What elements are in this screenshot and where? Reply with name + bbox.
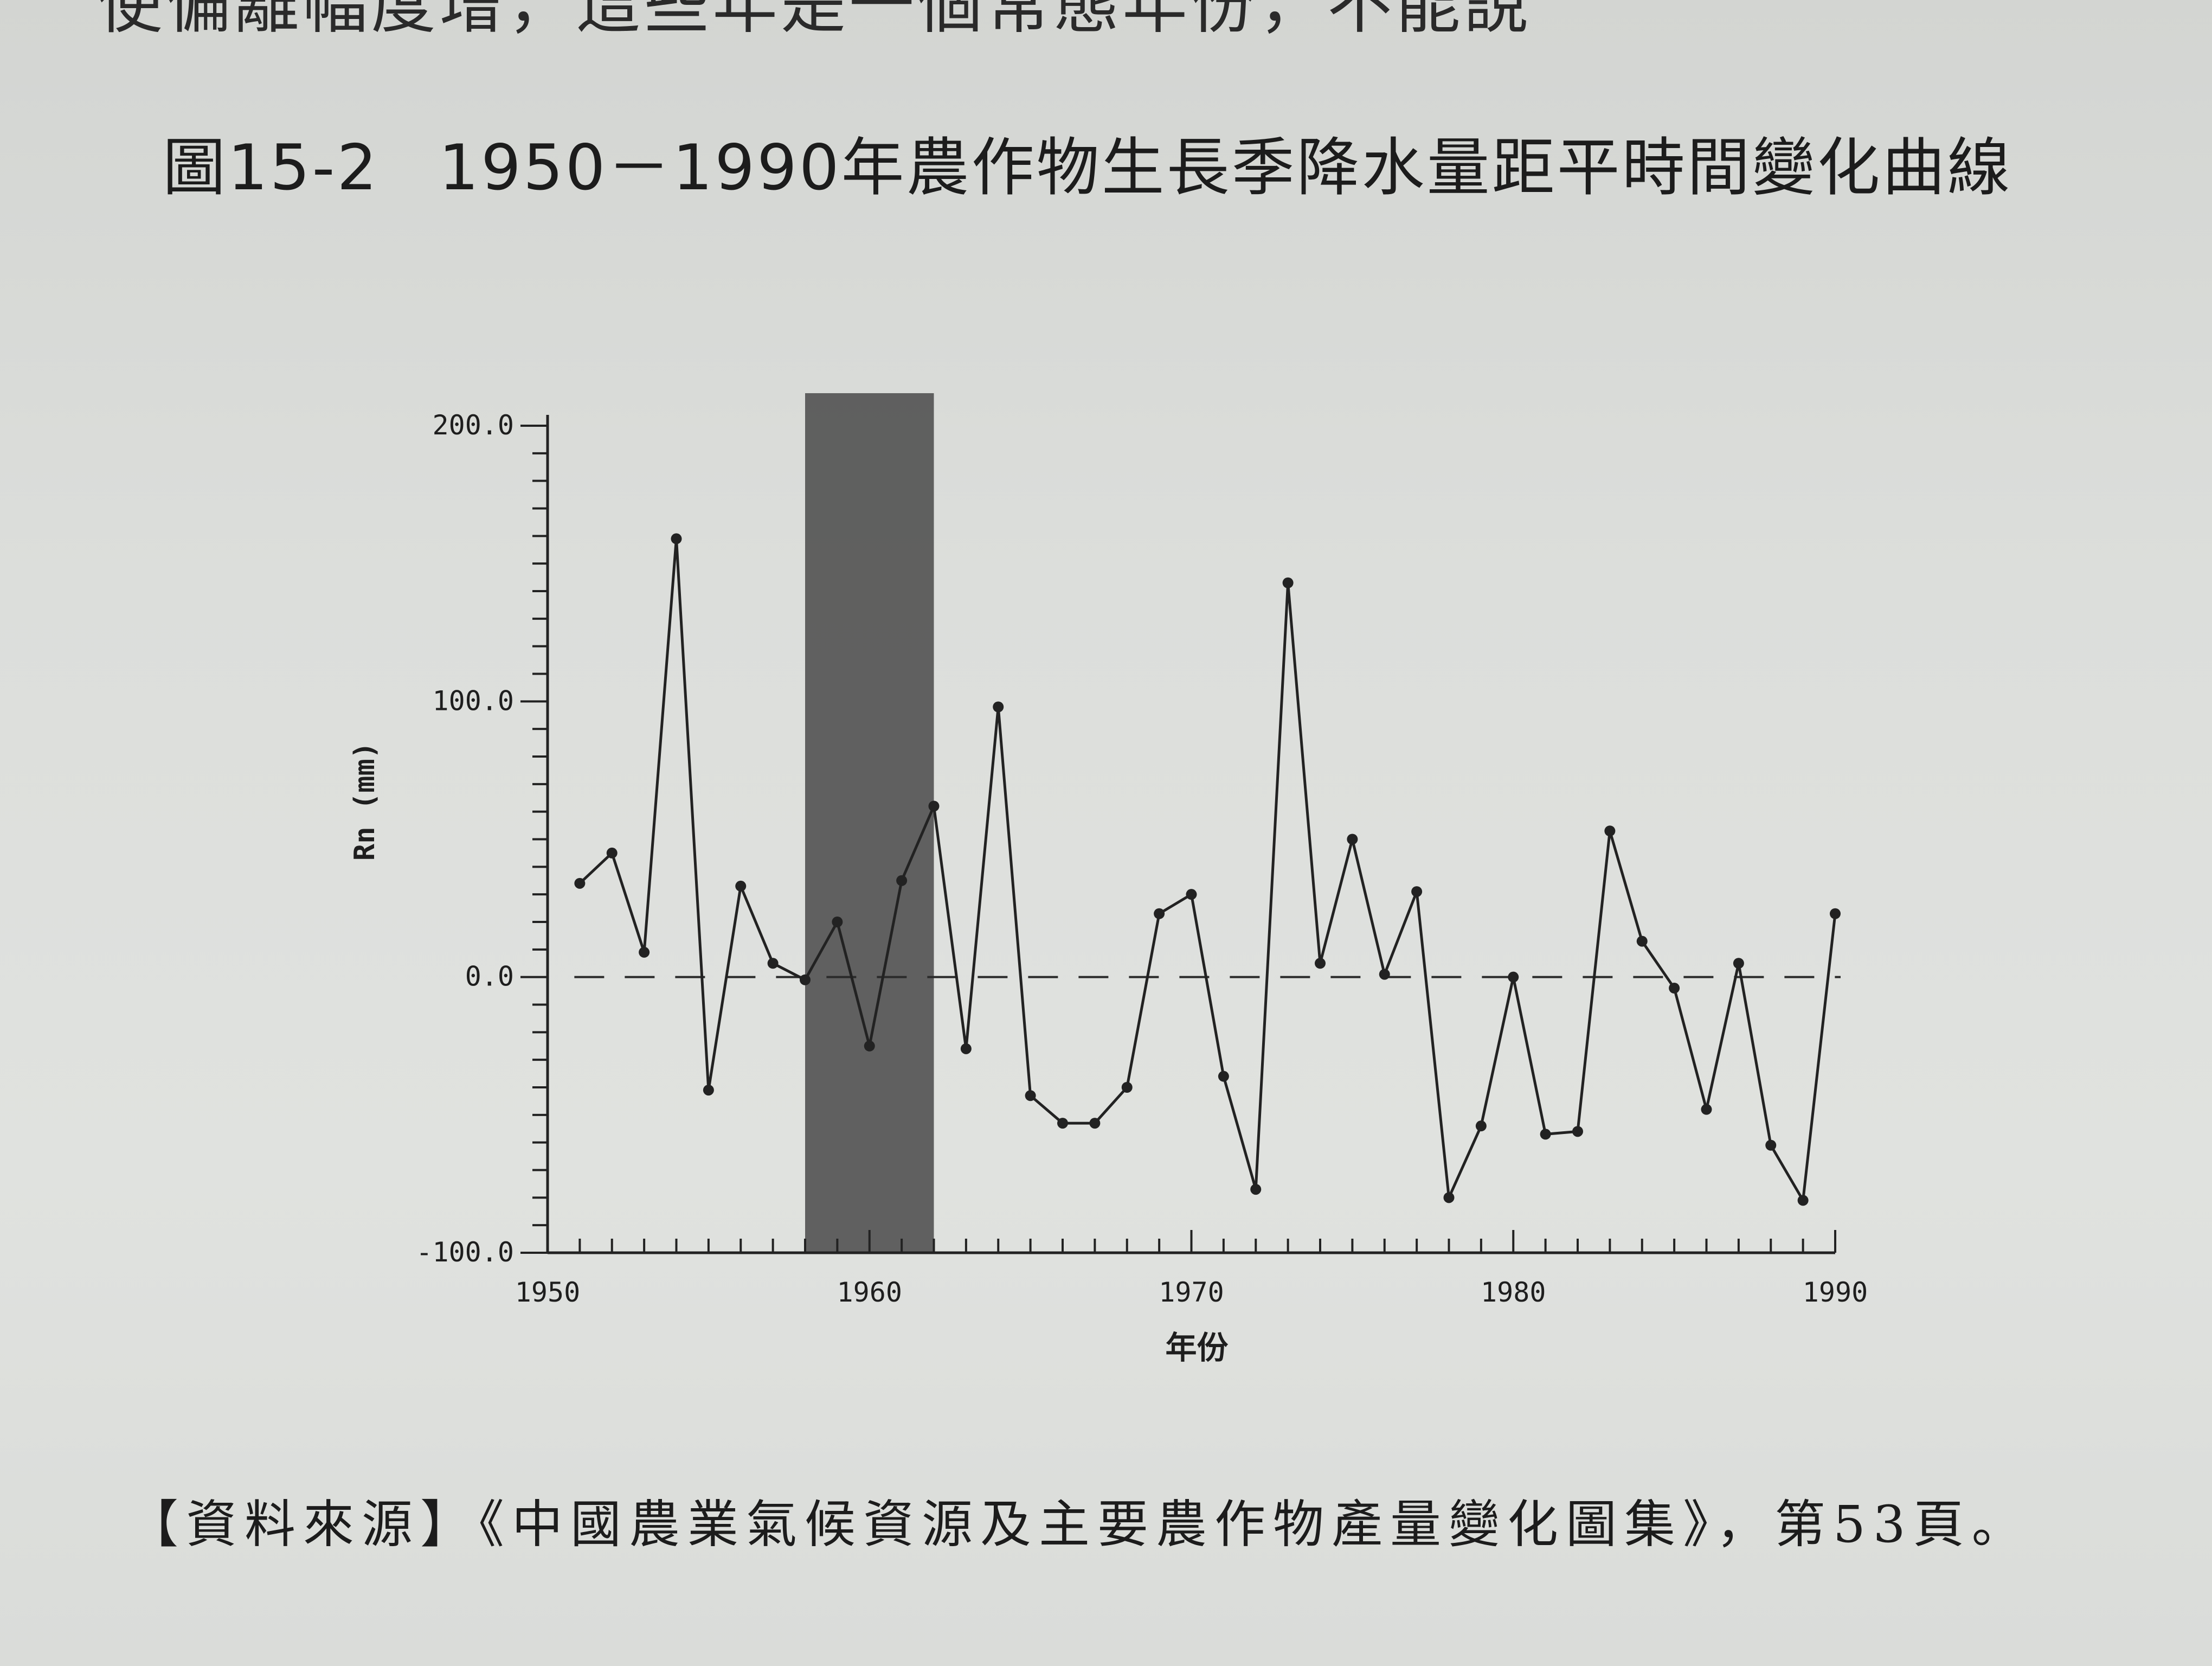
- x-axis-title: 年份: [1165, 1329, 1228, 1366]
- data-point: [1379, 969, 1390, 980]
- y-tick-label: 0.0: [465, 961, 514, 992]
- data-point: [1186, 889, 1197, 900]
- data-point: [767, 958, 779, 969]
- data-point: [960, 1043, 972, 1054]
- data-point: [1411, 886, 1423, 898]
- data-point: [832, 917, 843, 927]
- data-point: [735, 880, 747, 892]
- data-point: [1443, 1192, 1455, 1203]
- data-point: [993, 701, 1004, 713]
- data-point: [1701, 1104, 1712, 1115]
- data-point: [1572, 1126, 1583, 1137]
- data-point: [1250, 1184, 1262, 1195]
- data-point: [1475, 1120, 1487, 1132]
- data-point: [928, 800, 940, 812]
- data-point: [1830, 908, 1841, 919]
- data-point: [639, 946, 650, 958]
- y-tick-label: 200.0: [432, 409, 514, 441]
- data-point: [1121, 1082, 1133, 1093]
- shaded-period: [805, 393, 934, 1253]
- data-point: [1154, 908, 1165, 919]
- data-point: [1508, 971, 1519, 983]
- data-point: [574, 877, 586, 889]
- data-point: [1797, 1195, 1809, 1206]
- y-tick-label: -100.0: [416, 1236, 514, 1268]
- data-point: [1733, 958, 1744, 969]
- y-tick-label: 100.0: [432, 685, 514, 716]
- data-point: [1315, 958, 1326, 969]
- figure-number: 圖15-2: [163, 131, 380, 204]
- previous-paragraph-fragment: 使偏離幅度增，這些年是一個常態年份，不能說: [98, 0, 1532, 42]
- data-point: [1636, 935, 1648, 947]
- x-tick-label: 1980: [1481, 1277, 1546, 1308]
- data-point: [1604, 825, 1616, 837]
- data-point: [1057, 1118, 1068, 1129]
- data-point: [1347, 834, 1358, 845]
- series-line: [578, 537, 1837, 1202]
- data-point: [1025, 1090, 1036, 1101]
- data-point: [606, 847, 618, 858]
- data-point: [671, 533, 682, 544]
- y-axis-title: Rn (mm): [349, 742, 381, 861]
- data-point: [1282, 577, 1294, 588]
- x-tick-label: 1960: [837, 1277, 902, 1308]
- data-point: [703, 1085, 714, 1096]
- figure-caption: 1950－1990年農作物生長季降水量距平時間變化曲線: [439, 131, 2012, 204]
- x-tick-label: 1970: [1159, 1277, 1224, 1308]
- data-point: [1669, 983, 1680, 994]
- data-point: [864, 1040, 875, 1052]
- data-point: [800, 974, 811, 985]
- data-point: [1089, 1118, 1101, 1129]
- x-tick-label: 1990: [1803, 1277, 1868, 1308]
- source-citation: 【資料來源】《中國農業氣候資源及主要農作物產量變化圖集》，第53頁。: [127, 1495, 2030, 1554]
- data-point: [896, 875, 908, 886]
- x-tick-label: 1950: [515, 1277, 580, 1308]
- figure-title: 圖15-2 1950－1990年農作物生長季降水量距平時間變化曲線: [163, 117, 2012, 208]
- data-point: [1540, 1129, 1551, 1140]
- data-point: [1218, 1071, 1229, 1082]
- data-point: [1765, 1139, 1777, 1151]
